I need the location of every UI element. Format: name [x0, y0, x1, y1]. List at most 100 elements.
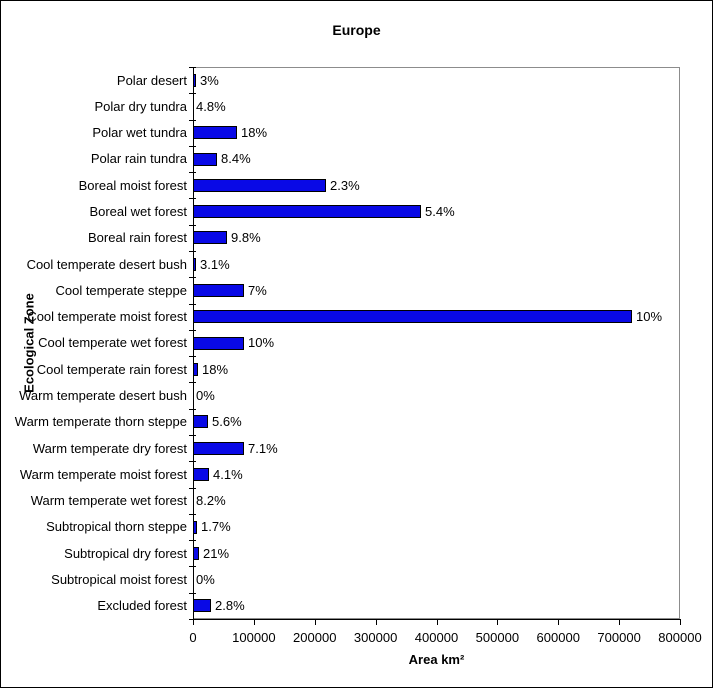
- x-axis-tick: [436, 619, 438, 625]
- data-label: 18%: [241, 125, 268, 141]
- x-tick-label: 800000: [658, 630, 702, 645]
- plot-area: [193, 67, 680, 619]
- category-label: Cool temperate steppe: [55, 282, 187, 298]
- data-label: 2.3%: [330, 177, 360, 193]
- y-axis-tick: [189, 67, 196, 68]
- x-tick-label: 500000: [475, 630, 520, 645]
- bar: [193, 231, 227, 245]
- bar: [193, 441, 244, 455]
- bar: [193, 546, 199, 560]
- y-axis-tick: [189, 329, 196, 331]
- y-axis-tick: [189, 198, 196, 200]
- bar: [193, 599, 211, 613]
- bar: [193, 283, 244, 297]
- y-axis-tick: [189, 435, 196, 436]
- category-label: Warm temperate wet forest: [30, 493, 187, 509]
- category-label: Subtropical dry forest: [64, 545, 187, 561]
- x-tick-label: 600000: [536, 630, 580, 645]
- y-axis-tick: [189, 566, 196, 568]
- x-axis-tick: [497, 619, 499, 625]
- data-label: 21%: [203, 545, 230, 561]
- y-axis-tick: [189, 172, 196, 174]
- bar: [193, 336, 244, 350]
- category-label: Cool temperate wet forest: [38, 335, 187, 351]
- x-axis-tick: [558, 619, 560, 625]
- y-axis-tick: [189, 461, 196, 463]
- y-axis-tick: [189, 119, 196, 121]
- y-axis-tick: [189, 487, 196, 489]
- category-label: Polar desert: [116, 72, 187, 88]
- data-label: 0%: [196, 572, 215, 588]
- y-axis-tick: [189, 303, 196, 305]
- category-label: Cool temperate rain forest: [36, 361, 187, 377]
- x-tick-label: 200000: [293, 630, 337, 645]
- bar: [193, 152, 217, 166]
- bar: [193, 310, 632, 324]
- category-label: Warm temperate moist forest: [19, 466, 187, 482]
- category-label: Polar dry tundra: [94, 98, 188, 114]
- data-label: 4.8%: [196, 98, 226, 114]
- bar: [193, 467, 209, 481]
- y-axis-tick: [189, 592, 196, 594]
- y-axis-tick: [189, 251, 196, 252]
- chart-title: Europe: [332, 22, 381, 38]
- bar: [193, 362, 198, 376]
- category-label: Boreal moist forest: [78, 177, 187, 193]
- data-label: 1.7%: [201, 519, 231, 535]
- category-label: Warm temperate dry forest: [32, 440, 187, 456]
- bar: [193, 73, 196, 87]
- y-axis-tick: [189, 93, 196, 95]
- data-label: 3.1%: [200, 256, 230, 272]
- x-tick-label: 300000: [353, 630, 398, 645]
- data-label: 10%: [636, 309, 663, 325]
- x-axis-title: Area km²: [408, 652, 465, 667]
- category-label: Cool temperate moist forest: [27, 309, 187, 325]
- bar: [193, 126, 237, 140]
- x-tick-label: 400000: [414, 630, 459, 645]
- category-label: Polar wet tundra: [92, 125, 187, 141]
- data-label: 7.1%: [248, 440, 278, 456]
- x-axis-tick: [619, 619, 621, 625]
- x-axis-tick: [193, 619, 194, 625]
- data-label: 2.8%: [215, 598, 245, 614]
- y-axis-tick: [189, 145, 196, 147]
- y-axis-tick: [189, 277, 196, 279]
- data-label: 8.4%: [221, 151, 251, 167]
- category-label: Boreal rain forest: [88, 230, 187, 246]
- category-label: Subtropical thorn steppe: [46, 519, 187, 535]
- bar: [193, 520, 197, 534]
- x-axis-tick: [253, 619, 255, 625]
- data-label: 3%: [200, 72, 219, 88]
- x-axis-tick: [375, 619, 377, 625]
- y-axis-tick: [189, 356, 196, 358]
- y-axis-tick: [189, 513, 196, 515]
- data-label: 8.2%: [196, 493, 226, 509]
- data-label: 5.4%: [425, 204, 455, 220]
- x-tick-label: 0: [189, 630, 197, 645]
- category-label: Polar rain tundra: [90, 151, 187, 167]
- x-tick-label: 700000: [597, 630, 641, 645]
- category-label: Warm temperate thorn steppe: [14, 414, 187, 430]
- category-label: Subtropical moist forest: [51, 572, 187, 588]
- y-axis-tick: [189, 408, 196, 410]
- category-label: Boreal wet forest: [89, 204, 187, 220]
- data-label: 4.1%: [213, 466, 243, 482]
- y-axis-tick: [189, 224, 196, 226]
- x-axis-tick: [314, 619, 316, 625]
- data-label: 9.8%: [231, 230, 261, 246]
- data-label: 18%: [202, 361, 229, 377]
- bar: [193, 178, 326, 192]
- category-label: Cool temperate desert bush: [26, 256, 187, 272]
- y-axis-tick: [189, 619, 196, 620]
- data-label: 0%: [196, 388, 215, 404]
- category-label: Warm temperate desert bush: [19, 388, 187, 404]
- data-label: 10%: [248, 335, 275, 351]
- x-axis-tick: [680, 619, 681, 625]
- category-label: Excluded forest: [97, 598, 187, 614]
- x-tick-label: 100000: [232, 630, 276, 645]
- y-axis-tick: [189, 382, 196, 384]
- y-axis-tick: [189, 540, 196, 542]
- bar: [193, 205, 421, 219]
- bar: [193, 415, 208, 429]
